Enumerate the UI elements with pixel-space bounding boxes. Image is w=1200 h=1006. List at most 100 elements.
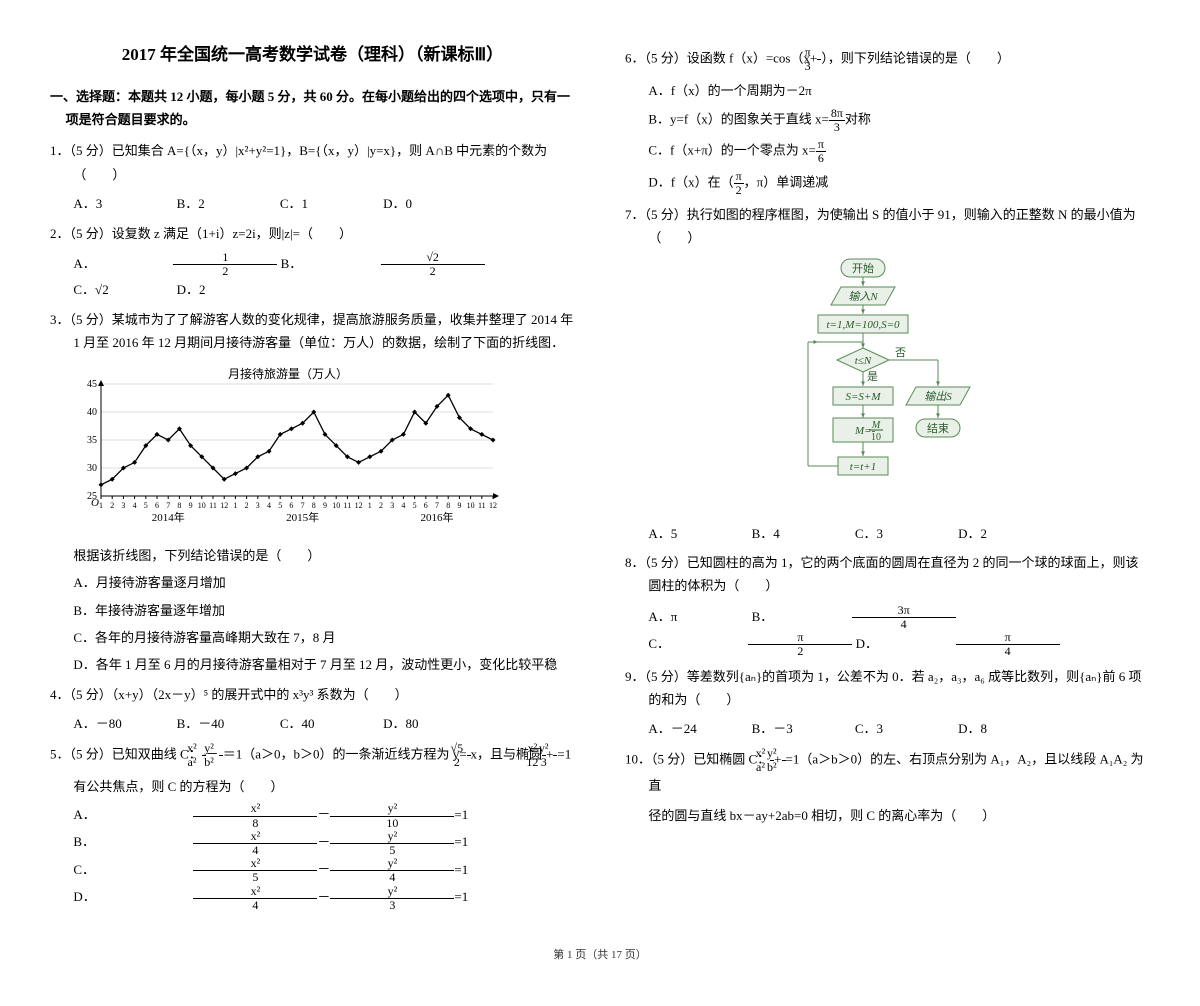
svg-text:2: 2 <box>111 501 115 510</box>
svg-text:1: 1 <box>234 501 238 510</box>
svg-text:35: 35 <box>87 435 97 446</box>
svg-text:9: 9 <box>323 501 327 510</box>
svg-text:30: 30 <box>87 463 97 474</box>
q8-a: A．π <box>648 605 748 628</box>
svg-text:45: 45 <box>87 379 97 390</box>
svg-text:2014年: 2014年 <box>152 510 185 524</box>
svg-text:9: 9 <box>458 501 462 510</box>
q6-b: B．y=f（x）的图象关于直线 x=8π3对称 <box>625 107 1150 134</box>
q5-stem: 5．（5 分）已知双曲线 C：x²a²－y²b²＝1（a＞0，b＞0）的一条渐近… <box>50 742 575 769</box>
svg-text:8: 8 <box>178 501 182 510</box>
section-1-head: 一、选择题：本题共 12 小题，每小题 5 分，共 60 分。在每小题给出的四个… <box>50 85 575 132</box>
q2-stem: 2．（5 分）设复数 z 满足（1+i）z=2i，则|z|=（ ） <box>50 222 575 245</box>
q2-c: C．√2 <box>73 278 173 301</box>
svg-text:11: 11 <box>478 501 486 510</box>
q2-a: A．12 <box>73 251 277 278</box>
svg-text:12: 12 <box>221 501 229 510</box>
svg-text:t=1,M=100,S=0: t=1,M=100,S=0 <box>826 319 899 331</box>
svg-text:10: 10 <box>333 501 341 510</box>
q8-b: B．3π4 <box>752 604 956 631</box>
svg-text:M: M <box>870 420 880 431</box>
svg-text:12: 12 <box>355 501 363 510</box>
q9-opts: A．－24 B．－3 C．3 D．8 <box>625 717 1150 740</box>
svg-text:是: 是 <box>867 370 878 383</box>
q5-b: B．x²4－y²5=1 <box>73 830 574 857</box>
q9-stem: 9．（5 分）等差数列{aₙ}的首项为 1，公差不为 0．若 a₂，a₃，a₆ … <box>625 665 1150 712</box>
q3-stem: 3．（5 分）某城市为了了解游客人数的变化规律，提高旅游服务质量，收集并整理了 … <box>50 308 575 355</box>
q8-stem: 8．（5 分）已知圆柱的高为 1，它的两个底面的圆周在直径为 2 的同一个球的球… <box>625 551 1150 598</box>
svg-text:否: 否 <box>895 347 906 359</box>
q9-a: A．－24 <box>648 717 748 740</box>
q7-a: A．5 <box>648 522 748 545</box>
q3-chart: 月接待旅游量（万人） 4540353025O123456789101112123… <box>73 366 503 526</box>
svg-text:40: 40 <box>87 407 97 418</box>
svg-text:5: 5 <box>279 501 283 510</box>
svg-text:7: 7 <box>167 501 171 510</box>
q9-b: B．－3 <box>752 717 852 740</box>
svg-text:6: 6 <box>290 501 294 510</box>
q5-line2: 有公共焦点，则 C 的方程为（ ） <box>50 775 575 798</box>
q1-b: B．2 <box>177 192 277 215</box>
q7-opts: A．5 B．4 C．3 D．2 <box>625 522 1150 545</box>
q7-c: C．3 <box>855 522 955 545</box>
q7-stem: 7．（5 分）执行如图的程序框图，为使输出 S 的值小于 91，则输入的正整数 … <box>625 203 1150 250</box>
q5-c: C．x²5－y²4=1 <box>73 857 574 884</box>
svg-text:2016年: 2016年 <box>421 510 454 524</box>
svg-text:4: 4 <box>267 501 271 510</box>
q2-b: B．√22 <box>281 251 485 278</box>
svg-text:t≤N: t≤N <box>854 355 871 367</box>
svg-text:开始: 开始 <box>852 261 874 275</box>
q8-opts: A．π B．3π4 C．π2 D．π4 <box>625 604 1150 659</box>
q9-c: C．3 <box>855 717 955 740</box>
svg-text:6: 6 <box>424 501 428 510</box>
svg-text:输出S: 输出S <box>924 390 952 403</box>
q10-stem: 10．（5 分）已知椭圆 C：x²a²+y²b²=1（a＞b＞0）的左、右顶点分… <box>625 747 1150 798</box>
svg-text:4: 4 <box>133 501 137 510</box>
svg-text:7: 7 <box>435 501 439 510</box>
svg-text:8: 8 <box>447 501 451 510</box>
q1-opts: A．3 B．2 C．1 D．0 <box>50 192 575 215</box>
q1-stem: 1．（5 分）已知集合 A={（x，y）|x²+y²=1}，B={（x，y）|y… <box>50 139 575 186</box>
page-footer: 第 1 页（共 17 页） <box>50 946 1150 966</box>
q4-c: C．40 <box>280 712 380 735</box>
q7-d: D．2 <box>958 522 1058 545</box>
svg-text:3: 3 <box>391 501 395 510</box>
svg-text:1: 1 <box>99 501 103 510</box>
svg-text:9: 9 <box>189 501 193 510</box>
q3-a: A．月接待游客量逐月增加 <box>50 571 575 594</box>
svg-text:7: 7 <box>301 501 305 510</box>
q5-opts: A．x²8－y²10=1 B．x²4－y²5=1 C．x²5－y²4=1 D．x… <box>50 802 575 912</box>
q2-opts: A．12 B．√22 C．√2 D．2 <box>50 251 575 302</box>
q3-post: 根据该折线图，下列结论错误的是（ ） <box>50 544 575 567</box>
q9-d: D．8 <box>958 717 1058 740</box>
q4-d: D．80 <box>383 712 483 735</box>
q6-a: A．f（x）的一个周期为－2π <box>625 79 1150 102</box>
q6-c: C．f（x+π）的一个零点为 x=π6 <box>625 138 1150 165</box>
svg-text:S=S+M: S=S+M <box>845 391 881 403</box>
svg-text:8: 8 <box>312 501 316 510</box>
svg-text:3: 3 <box>122 501 126 510</box>
svg-text:5: 5 <box>144 501 148 510</box>
q4-opts: A．－80 B．－40 C．40 D．80 <box>50 712 575 735</box>
svg-text:1: 1 <box>368 501 372 510</box>
svg-text:6: 6 <box>155 501 159 510</box>
svg-text:O: O <box>91 497 99 509</box>
q8-c: C．π2 <box>648 631 852 658</box>
svg-text:2: 2 <box>379 501 383 510</box>
chart-title: 月接待旅游量（万人） <box>228 366 348 381</box>
q5-a: A．x²8－y²10=1 <box>73 802 574 829</box>
q4-stem: 4．（5 分）（x+y）（2x－y）⁵ 的展开式中的 x³y³ 系数为（ ） <box>50 683 575 706</box>
svg-text:12: 12 <box>489 501 497 510</box>
svg-text:2: 2 <box>245 501 249 510</box>
q7-flowchart: 开始输入Nt=1,M=100,S=0t≤N是S=S+MM=-M10t=t+1否输… <box>788 256 988 516</box>
svg-text:输入N: 输入N <box>848 290 878 303</box>
q1-d: D．0 <box>383 192 483 215</box>
q10-line2: 径的圆与直线 bx－ay+2ab=0 相切，则 C 的离心率为（ ） <box>625 804 1150 827</box>
svg-text:3: 3 <box>256 501 260 510</box>
q5-d: D．x²4－y²3=1 <box>73 885 574 912</box>
q8-d: D．π4 <box>856 631 1060 658</box>
q2-d: D．2 <box>177 278 277 301</box>
q1-c: C．1 <box>280 192 380 215</box>
q4-a: A．－80 <box>73 712 173 735</box>
q6-d: D．f（x）在（π2，π）单调递减 <box>625 170 1150 197</box>
